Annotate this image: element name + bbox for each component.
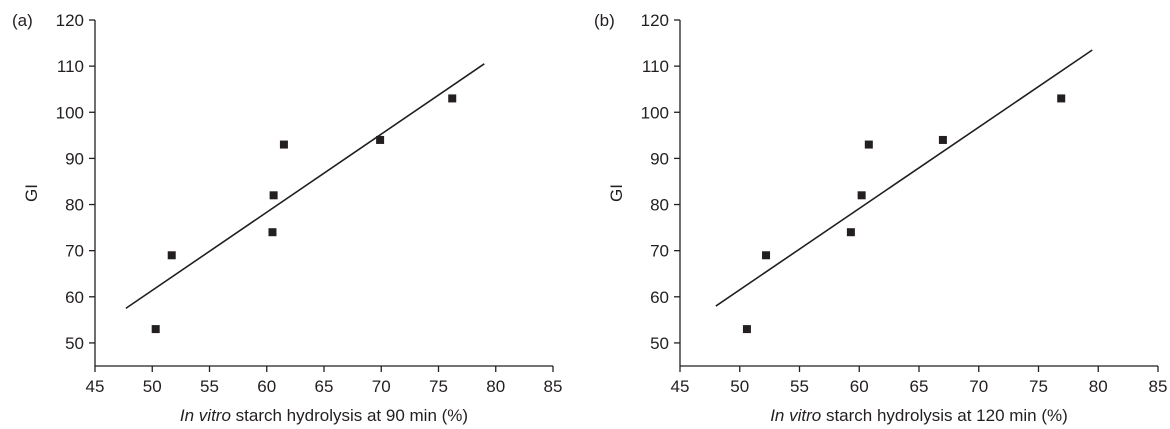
- y-tick-label: 80: [650, 196, 669, 215]
- data-point: [151, 325, 160, 334]
- data-point: [742, 325, 751, 334]
- y-tick-label: 120: [641, 11, 669, 30]
- data-point: [857, 191, 866, 200]
- regression-line: [125, 63, 485, 309]
- x-axis-title-rest: starch hydrolysis at 120 min (%): [821, 406, 1068, 425]
- y-tick-label: 120: [56, 11, 84, 30]
- data-point: [938, 135, 947, 144]
- x-tick-label: 80: [486, 377, 505, 396]
- y-tick-label: 110: [642, 57, 669, 76]
- data-point: [279, 140, 288, 149]
- y-tick-label: 70: [650, 242, 669, 261]
- x-tick-label: 50: [143, 377, 162, 396]
- y-tick-label: 100: [641, 103, 669, 122]
- y-axis-title: GI: [607, 184, 626, 202]
- y-axis-title: GI: [22, 184, 41, 202]
- panel-b: (b) 45 50 55 60 65 70 75 80 85 50 60 70 80 90 100 110 120…: [594, 11, 1167, 425]
- x-tick-label: 60: [850, 377, 869, 396]
- data-point: [864, 140, 873, 149]
- y-tick-label: 50: [65, 334, 84, 353]
- y-tick-label: 50: [650, 334, 669, 353]
- x-tick-label: 65: [315, 377, 334, 396]
- data-point: [762, 251, 771, 260]
- x-tick-label: 55: [200, 377, 219, 396]
- data-point: [1057, 94, 1066, 103]
- data-point: [167, 251, 176, 260]
- y-tick-label: 90: [65, 149, 84, 168]
- y-tick-label: 110: [57, 57, 84, 76]
- panel-label: (a): [12, 11, 33, 30]
- x-tick-label: 45: [86, 377, 105, 396]
- x-tick-label: 50: [730, 377, 749, 396]
- x-tick-label: 70: [969, 377, 988, 396]
- y-tick-label: 80: [65, 196, 84, 215]
- y-tick-label: 100: [56, 103, 84, 122]
- x-tick-label: 80: [1089, 377, 1108, 396]
- x-tick-label: 85: [1149, 377, 1168, 396]
- data-point: [448, 94, 457, 103]
- panel-a: (a) 45 50 55 60 65 70 75 80 85 50 60 70 80 90 100 110 120…: [12, 11, 562, 425]
- x-tick-label: 70: [372, 377, 391, 396]
- y-tick-label: 60: [65, 288, 84, 307]
- x-axis-title: In vitro starch hydrolysis at 120 min (%…: [770, 406, 1068, 425]
- regression-line: [715, 49, 1093, 307]
- x-tick-label: 60: [257, 377, 276, 396]
- x-axis-title-rest: starch hydrolysis at 90 min (%): [231, 406, 468, 425]
- data-point: [376, 135, 385, 144]
- data-point: [269, 191, 278, 200]
- x-tick-label: 45: [671, 377, 690, 396]
- y-tick-label: 90: [650, 149, 669, 168]
- x-tick-label: 55: [790, 377, 809, 396]
- x-tick-label: 75: [429, 377, 448, 396]
- x-axis-title-italic: In vitro: [770, 406, 821, 425]
- x-axis-title: In vitro starch hydrolysis at 90 min (%): [180, 406, 468, 425]
- x-axis-title-italic: In vitro: [180, 406, 231, 425]
- x-tick-label: 85: [544, 377, 563, 396]
- data-point: [268, 228, 277, 237]
- y-tick-label: 70: [65, 242, 84, 261]
- panel-label: (b): [594, 11, 615, 30]
- x-tick-label: 65: [910, 377, 929, 396]
- data-point: [846, 228, 855, 237]
- y-tick-label: 60: [650, 288, 669, 307]
- x-tick-label: 75: [1029, 377, 1048, 396]
